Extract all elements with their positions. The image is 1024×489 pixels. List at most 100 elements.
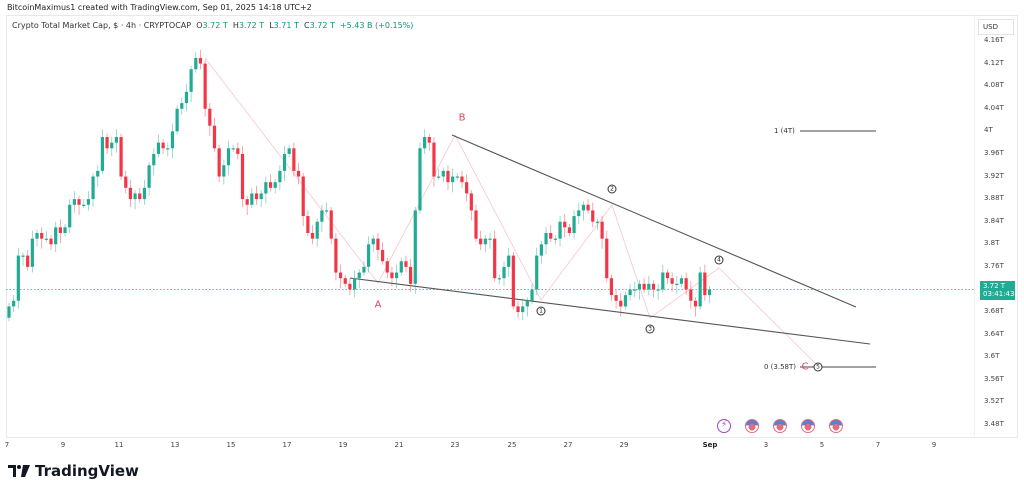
candle-body xyxy=(138,193,142,200)
candle-body xyxy=(259,193,263,200)
chart-frame xyxy=(6,15,1018,438)
candle-body xyxy=(40,232,44,239)
symbol-legend: Crypto Total Market Cap, $ · 4h · CRYPTO… xyxy=(12,21,414,30)
candle-body xyxy=(30,238,34,267)
candle-body xyxy=(469,193,473,211)
candle-body xyxy=(166,148,170,150)
candle-body xyxy=(338,272,343,279)
candle-body xyxy=(544,232,548,245)
candle-body xyxy=(180,103,184,109)
candle-body xyxy=(194,57,198,70)
event-us-flag-icon[interactable] xyxy=(745,419,759,433)
candle-body xyxy=(128,187,133,200)
wave-label-5: 5 xyxy=(813,362,823,372)
time-tick: 11 xyxy=(114,441,124,449)
candle-body xyxy=(437,176,441,178)
event-us-flag-icon[interactable] xyxy=(773,419,787,433)
time-tick: 9 xyxy=(60,441,66,449)
price-axis-divider xyxy=(974,15,975,438)
candle-body xyxy=(595,221,600,223)
candle-body xyxy=(427,136,431,143)
candle-body xyxy=(703,272,707,296)
price-tick: 4.04T xyxy=(984,103,1004,112)
candle-body xyxy=(376,238,380,250)
candle-body xyxy=(572,216,576,233)
candle-body xyxy=(96,170,100,177)
candle-body xyxy=(329,210,333,239)
lower-trendline[interactable] xyxy=(349,277,871,345)
candle-body xyxy=(502,266,506,279)
candle-body xyxy=(278,170,282,183)
price-tick: 3.84T xyxy=(984,216,1004,225)
time-tick: 23 xyxy=(450,441,460,449)
candle-body xyxy=(665,272,670,279)
candle-body xyxy=(54,227,58,245)
price-tick: 3.64T xyxy=(984,329,1004,338)
candle-body xyxy=(371,238,375,245)
candle-body xyxy=(423,136,427,149)
time-tick: 21 xyxy=(394,441,404,449)
time-tick: Sep xyxy=(702,441,718,449)
candle-body xyxy=(679,278,684,284)
currency-selector[interactable]: USD xyxy=(978,19,1014,35)
candle-body xyxy=(212,125,217,149)
candle-body xyxy=(409,266,413,284)
price-tick: 3.8T xyxy=(984,239,1000,248)
candle-body xyxy=(441,170,445,177)
candle-body xyxy=(684,278,688,290)
candle-body xyxy=(254,193,259,200)
candle-body xyxy=(114,136,119,143)
candle-body xyxy=(404,261,408,267)
change-value: +5.43 B (+0.15%) xyxy=(339,21,414,30)
candle-body xyxy=(539,244,543,256)
upper-trendline[interactable] xyxy=(451,134,857,308)
chart-credit: BitcoinMaximus1 created with TradingView… xyxy=(7,3,312,12)
candle-body xyxy=(637,283,642,290)
time-tick: 15 xyxy=(226,441,236,449)
tradingview-logo-icon xyxy=(8,465,30,477)
candle-body xyxy=(352,278,357,290)
candle-body xyxy=(493,238,497,279)
candle-body xyxy=(268,182,273,188)
price-tick: 3.6T xyxy=(984,352,1000,361)
candle-body xyxy=(292,148,296,171)
candle-body xyxy=(357,272,361,279)
candle-body xyxy=(250,193,254,205)
candle-body xyxy=(511,255,515,307)
candle-body xyxy=(236,148,240,154)
event-us-flag-icon[interactable] xyxy=(829,419,843,433)
candle-body xyxy=(273,182,277,188)
candle-body xyxy=(82,204,86,206)
wave-guide-line xyxy=(204,57,821,369)
candle-body xyxy=(600,221,604,239)
candle-body xyxy=(535,255,539,290)
time-tick: 17 xyxy=(282,441,292,449)
event-bolt-icon[interactable]: ⚡ xyxy=(717,419,731,433)
candle-body xyxy=(581,204,586,211)
candle-body xyxy=(231,148,235,150)
tradingview-logo[interactable]: TradingView xyxy=(8,462,139,480)
close-value: 3.72 T xyxy=(309,21,335,30)
candle-body xyxy=(161,142,165,149)
candle-body xyxy=(147,165,151,188)
candle-body xyxy=(488,238,492,240)
price-tick: 4.12T xyxy=(984,58,1004,67)
candle-body xyxy=(446,170,450,183)
candle-body xyxy=(479,238,483,245)
time-tick: 29 xyxy=(619,441,629,449)
candle-body xyxy=(549,232,553,239)
candle-body xyxy=(217,148,221,177)
candle-body xyxy=(633,289,637,291)
event-us-flag-icon[interactable] xyxy=(801,419,815,433)
candle-body xyxy=(628,289,632,296)
candle-body xyxy=(693,300,698,307)
wave-label-1: 1 xyxy=(536,306,546,316)
candle-body xyxy=(432,142,436,177)
candle-body xyxy=(689,289,693,301)
candle-body xyxy=(296,170,301,177)
time-tick: 19 xyxy=(338,441,348,449)
candle-body xyxy=(698,272,702,307)
candle-body xyxy=(21,255,25,257)
time-tick: 25 xyxy=(507,441,517,449)
